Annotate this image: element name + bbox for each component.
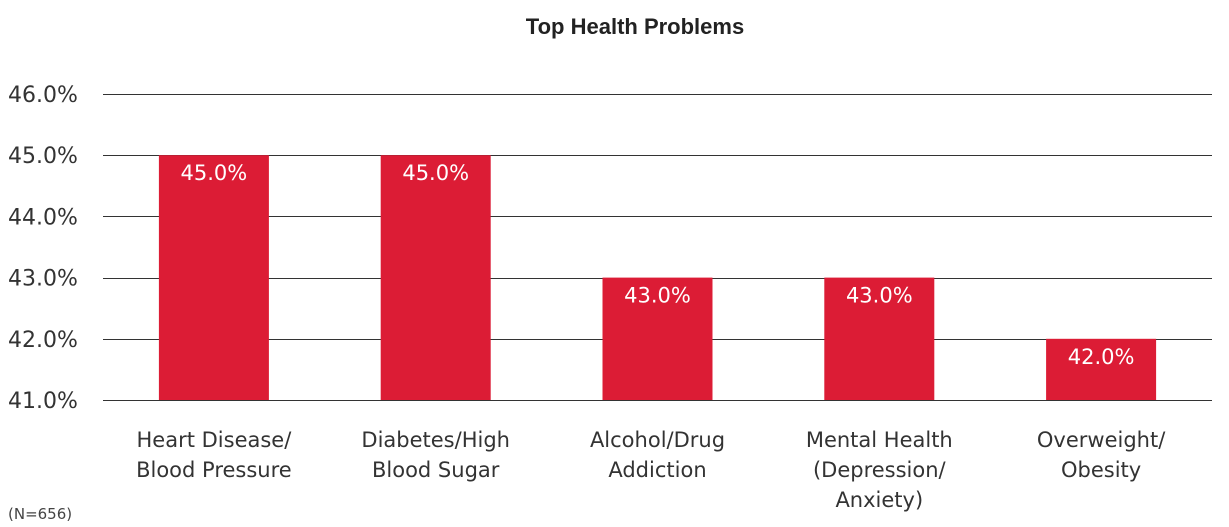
x-tick-label: Heart Disease/Blood Pressure — [136, 428, 292, 482]
x-tick-label: Mental Health (Depression/Anxiety) — [806, 428, 953, 512]
y-tick-label: 46.0% — [8, 83, 78, 108]
data-labels: 45.0% 45.0% 43.0% 43.0% 42.0% — [181, 161, 1135, 369]
bar — [1046, 338, 1157, 400]
bar — [158, 155, 269, 400]
x-tick-label: Alcohol/Drug Addiction — [590, 428, 725, 482]
x-tick-label-line: Mental Health — [806, 428, 953, 452]
bar — [824, 277, 935, 400]
chart-title: Top Health Problems — [526, 14, 744, 39]
x-tick-label-line: Alcohol/Drug — [590, 428, 725, 452]
data-label: 45.0% — [402, 161, 469, 185]
data-label: 43.0% — [846, 284, 913, 308]
x-tick-label-line: Heart Disease/ — [137, 428, 293, 452]
data-label: 42.0% — [1068, 345, 1135, 369]
y-tick-label: 44.0% — [8, 205, 78, 230]
bar — [380, 155, 491, 400]
x-tick-label: Overweight/Obesity — [1037, 428, 1166, 482]
x-axis-ticks: Heart Disease/Blood Pressure Diabetes/Hig… — [136, 428, 1166, 512]
y-axis-ticks: 46.0% 45.0% 44.0% 43.0% 42.0% 41.0% — [8, 83, 78, 414]
data-label: 43.0% — [624, 284, 691, 308]
x-tick-label-line: Addiction — [608, 458, 706, 482]
x-tick-label-line: Obesity — [1061, 458, 1141, 482]
data-label: 45.0% — [181, 161, 248, 185]
y-tick-label: 42.0% — [8, 328, 78, 353]
bars — [158, 155, 1157, 400]
x-tick-label-line: Blood Pressure — [136, 458, 292, 482]
x-tick-label-line: (Depression/ — [813, 458, 947, 482]
y-tick-label: 43.0% — [8, 267, 78, 292]
x-tick-label: Diabetes/High Blood Sugar — [361, 428, 510, 482]
x-tick-label-line: Diabetes/High — [361, 428, 510, 452]
bar — [602, 277, 713, 400]
y-tick-label: 41.0% — [8, 389, 78, 414]
x-tick-label-line: Anxiety) — [835, 488, 923, 512]
sample-size-note: (N=656) — [8, 505, 72, 523]
x-tick-label-line: Blood Sugar — [372, 458, 500, 482]
y-tick-label: 45.0% — [8, 144, 78, 169]
x-tick-label-line: Overweight/ — [1037, 428, 1166, 452]
